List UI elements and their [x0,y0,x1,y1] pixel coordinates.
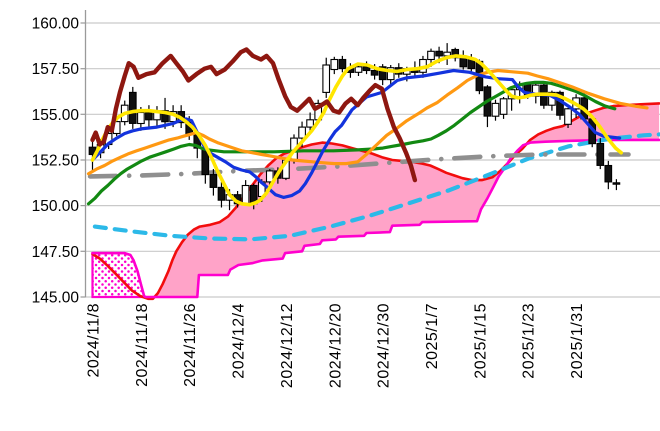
x-axis-tick-label: 2024/12/20 [327,303,344,388]
candle-down [338,58,347,70]
candle-up [499,98,508,115]
candle-down [145,111,153,121]
candle-down [370,69,379,76]
candle-down [362,66,371,72]
y-axis-labels: 160.00 157.50 155.00 152.50 150.00 147.50 145.… [32,16,80,307]
x-axis-tick-label: 2024/11/18 [134,303,151,387]
y-axis-tick-label: 145.00 [32,289,80,306]
candle-up [564,108,572,125]
candle-up [265,170,274,183]
candle-down [459,57,468,68]
cloud-pink-region [145,103,660,299]
candle-up [137,111,145,125]
gray-dashdot-line [87,152,631,179]
cloud-top-red-line [91,102,660,301]
x-axis-labels: 2024/11/8 2024/11/18 2024/11/26 2024/12/4 20… [86,303,587,388]
candle-down [217,186,226,201]
candle-up [354,66,363,73]
candle-up [330,58,339,71]
x-axis-tick-label: 2025/1/23 [521,303,538,379]
candle-up [386,67,395,81]
cloud-bottom-magenta-line [91,138,660,299]
x-axis-tick-label: 2024/12/12 [279,303,296,388]
indicator-lines-above [86,47,649,207]
x-axis-tick-label: 2024/12/4 [231,303,248,379]
orange-line [86,68,649,176]
candle-up [241,184,250,205]
yellow-line [90,54,623,207]
x-axis-tick-label: 2025/1/15 [472,303,489,379]
candle-down [378,66,387,81]
candle-up [491,102,500,117]
candle-down [128,91,137,124]
candle-down [604,164,613,183]
y-axis-tick-label: 157.50 [32,61,80,78]
x-axis-tick-label: 2024/12/30 [376,303,393,388]
candle-up [322,64,331,93]
dark-red-lagging-line [90,47,418,183]
y-axis-tick-label: 155.00 [32,107,80,124]
y-axis-tick-label: 150.00 [32,198,80,215]
x-axis-tick-label: 2025/1/7 [424,303,441,369]
candle-up [427,50,435,61]
green-line [86,80,617,206]
candle-down [435,50,443,57]
candle-down [209,174,218,188]
y-axis-tick-label: 147.50 [32,244,80,261]
x-axis-tick-label: 2024/11/8 [86,303,103,378]
x-axis-tick-label: 2024/11/26 [182,303,199,387]
x-axis-tick-label: 2025/1/31 [569,303,586,379]
candle-down [596,142,605,166]
candle-down [612,182,621,185]
y-axis-tick-label: 152.50 [32,152,80,169]
y-axis-tick-label: 160.00 [32,16,80,33]
candle-up [298,126,306,139]
candle-up [306,119,314,128]
blue-line [90,68,622,199]
